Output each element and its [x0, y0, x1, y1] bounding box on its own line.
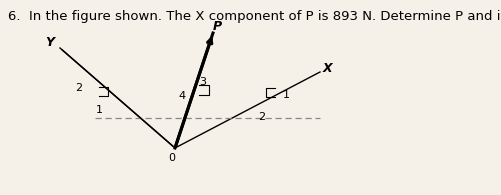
Text: P: P: [212, 20, 221, 34]
Text: X: X: [322, 61, 331, 74]
Text: 1: 1: [282, 90, 289, 100]
Text: 2: 2: [75, 83, 82, 93]
Text: 2: 2: [258, 112, 265, 122]
Text: 0: 0: [168, 153, 175, 163]
Text: 4: 4: [178, 91, 185, 101]
Text: 1: 1: [95, 105, 102, 115]
Text: 6.  In the figure shown. The X component of P is 893 N. Determine P and its Y co: 6. In the figure shown. The X component …: [8, 10, 501, 23]
Text: 3: 3: [199, 77, 206, 87]
Text: Y: Y: [46, 35, 55, 49]
